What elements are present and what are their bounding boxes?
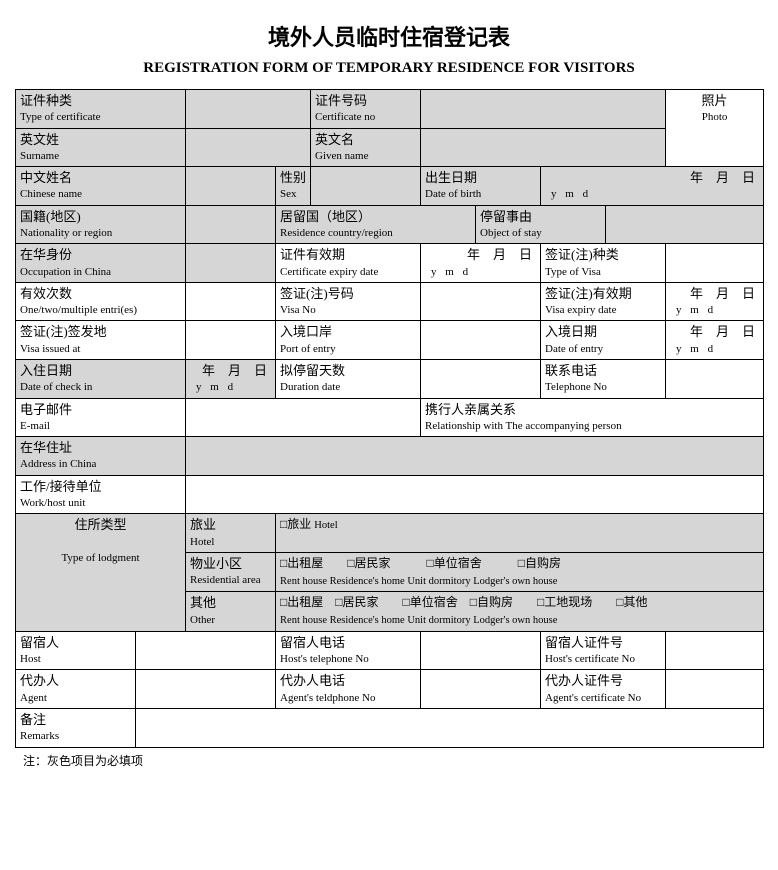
entries-field[interactable] (186, 282, 276, 321)
visa-type-label: 签证(注)种类Type of Visa (541, 244, 666, 283)
work-unit-field[interactable] (186, 475, 764, 514)
cert-expiry-label: 证件有效期Certificate expiry date (276, 244, 421, 283)
lodgment-residential-options[interactable]: □出租屋 □居民家 □单位宿舍 □自购房 Rent house Residenc… (276, 552, 764, 591)
chinese-name-label: 中文姓名Chinese name (16, 167, 186, 206)
visa-expiry-field[interactable]: 年 月 日y m d (666, 282, 764, 321)
residence-label: 居留国（地区）Residence country/region (276, 205, 476, 244)
surname-label: 英文姓Surname (16, 128, 186, 167)
address-label: 在华住址Address in China (16, 437, 186, 476)
chinese-name-field[interactable] (186, 167, 276, 206)
remarks-field[interactable] (136, 709, 764, 748)
cert-type-label: 证件种类Type of certificate (16, 90, 186, 129)
remarks-label: 备注Remarks (16, 709, 136, 748)
host-tel-field[interactable] (421, 631, 541, 670)
lodgment-residential-label: 物业小区Residential area (186, 552, 276, 591)
agent-label: 代办人Agent (16, 670, 136, 709)
photo-cell: 照片Photo (666, 90, 764, 167)
visa-no-label: 签证(注)号码Visa No (276, 282, 421, 321)
host-cert-label: 留宿人证件号Host's certificate No (541, 631, 666, 670)
visa-issued-field[interactable] (186, 321, 276, 360)
cert-expiry-field[interactable]: 年 月 日y m d (421, 244, 541, 283)
relationship-label: 携行人亲属关系Relationship with The accompanyin… (421, 398, 764, 437)
lodgment-other-options[interactable]: □出租屋 □居民家 □单位宿舍 □自购房 □工地现场 □其他 Rent hous… (276, 592, 764, 631)
given-name-field[interactable] (421, 128, 666, 167)
visa-type-field[interactable] (666, 244, 764, 283)
agent-tel-label: 代办人电话Agent's teldphone No (276, 670, 421, 709)
agent-field[interactable] (136, 670, 276, 709)
work-unit-label: 工作/接待单位Work/host unit (16, 475, 186, 514)
agent-cert-field[interactable] (666, 670, 764, 709)
telephone-field[interactable] (666, 360, 764, 399)
email-label: 电子邮件E-mail (16, 398, 186, 437)
cert-no-field[interactable] (421, 90, 666, 129)
cert-no-label: 证件号码Certificate no (311, 90, 421, 129)
object-stay-label: 停留事由Object of stay (476, 205, 606, 244)
surname-field[interactable] (186, 128, 311, 167)
lodgment-label: 住所类型Type of lodgment (16, 514, 186, 632)
visa-issued-label: 签证(注)签发地Visa issued at (16, 321, 186, 360)
checkin-label: 入住日期Date of check in (16, 360, 186, 399)
agent-tel-field[interactable] (421, 670, 541, 709)
host-tel-label: 留宿人电话Host's telephone No (276, 631, 421, 670)
checkin-field[interactable]: 年 月 日y m d (186, 360, 276, 399)
entries-label: 有效次数One/two/multiple entri(es) (16, 282, 186, 321)
address-field[interactable] (186, 437, 764, 476)
date-entry-field[interactable]: 年 月 日y m d (666, 321, 764, 360)
given-name-label: 英文名Given name (311, 128, 421, 167)
visa-expiry-label: 签证(注)有效期Visa expiry date (541, 282, 666, 321)
email-field[interactable] (186, 398, 421, 437)
sex-field[interactable] (311, 167, 421, 206)
lodgment-other-label: 其他Other (186, 592, 276, 631)
host-label: 留宿人Host (16, 631, 136, 670)
port-entry-field[interactable] (421, 321, 541, 360)
dob-label: 出生日期Date of birth (421, 167, 541, 206)
duration-field[interactable] (421, 360, 541, 399)
lodgment-hotel-label: 旅业Hotel (186, 514, 276, 553)
nationality-field[interactable] (186, 205, 276, 244)
occupation-label: 在华身份Occupation in China (16, 244, 186, 283)
nationality-label: 国籍(地区)Nationality or region (16, 205, 186, 244)
dob-field[interactable]: 年 月 日y m d (541, 167, 764, 206)
registration-form: 证件种类Type of certificate 证件号码Certificate … (15, 89, 764, 748)
host-field[interactable] (136, 631, 276, 670)
object-stay-field[interactable] (606, 205, 764, 244)
agent-cert-label: 代办人证件号Agent's certificate No (541, 670, 666, 709)
title-chinese: 境外人员临时住宿登记表 (15, 20, 763, 52)
visa-no-field[interactable] (421, 282, 541, 321)
footnote: 注：灰色项目为必填项 (23, 752, 763, 769)
duration-label: 拟停留天数Duration date (276, 360, 421, 399)
title-english: REGISTRATION FORM OF TEMPORARY RESIDENCE… (15, 60, 763, 77)
occupation-field[interactable] (186, 244, 276, 283)
date-entry-label: 入境日期Date of entry (541, 321, 666, 360)
host-cert-field[interactable] (666, 631, 764, 670)
cert-type-field[interactable] (186, 90, 311, 129)
telephone-label: 联系电话Telephone No (541, 360, 666, 399)
port-entry-label: 入境口岸Port of entry (276, 321, 421, 360)
lodgment-hotel-options[interactable]: □旅业 Hotel (276, 514, 764, 553)
sex-label: 性别Sex (276, 167, 311, 206)
